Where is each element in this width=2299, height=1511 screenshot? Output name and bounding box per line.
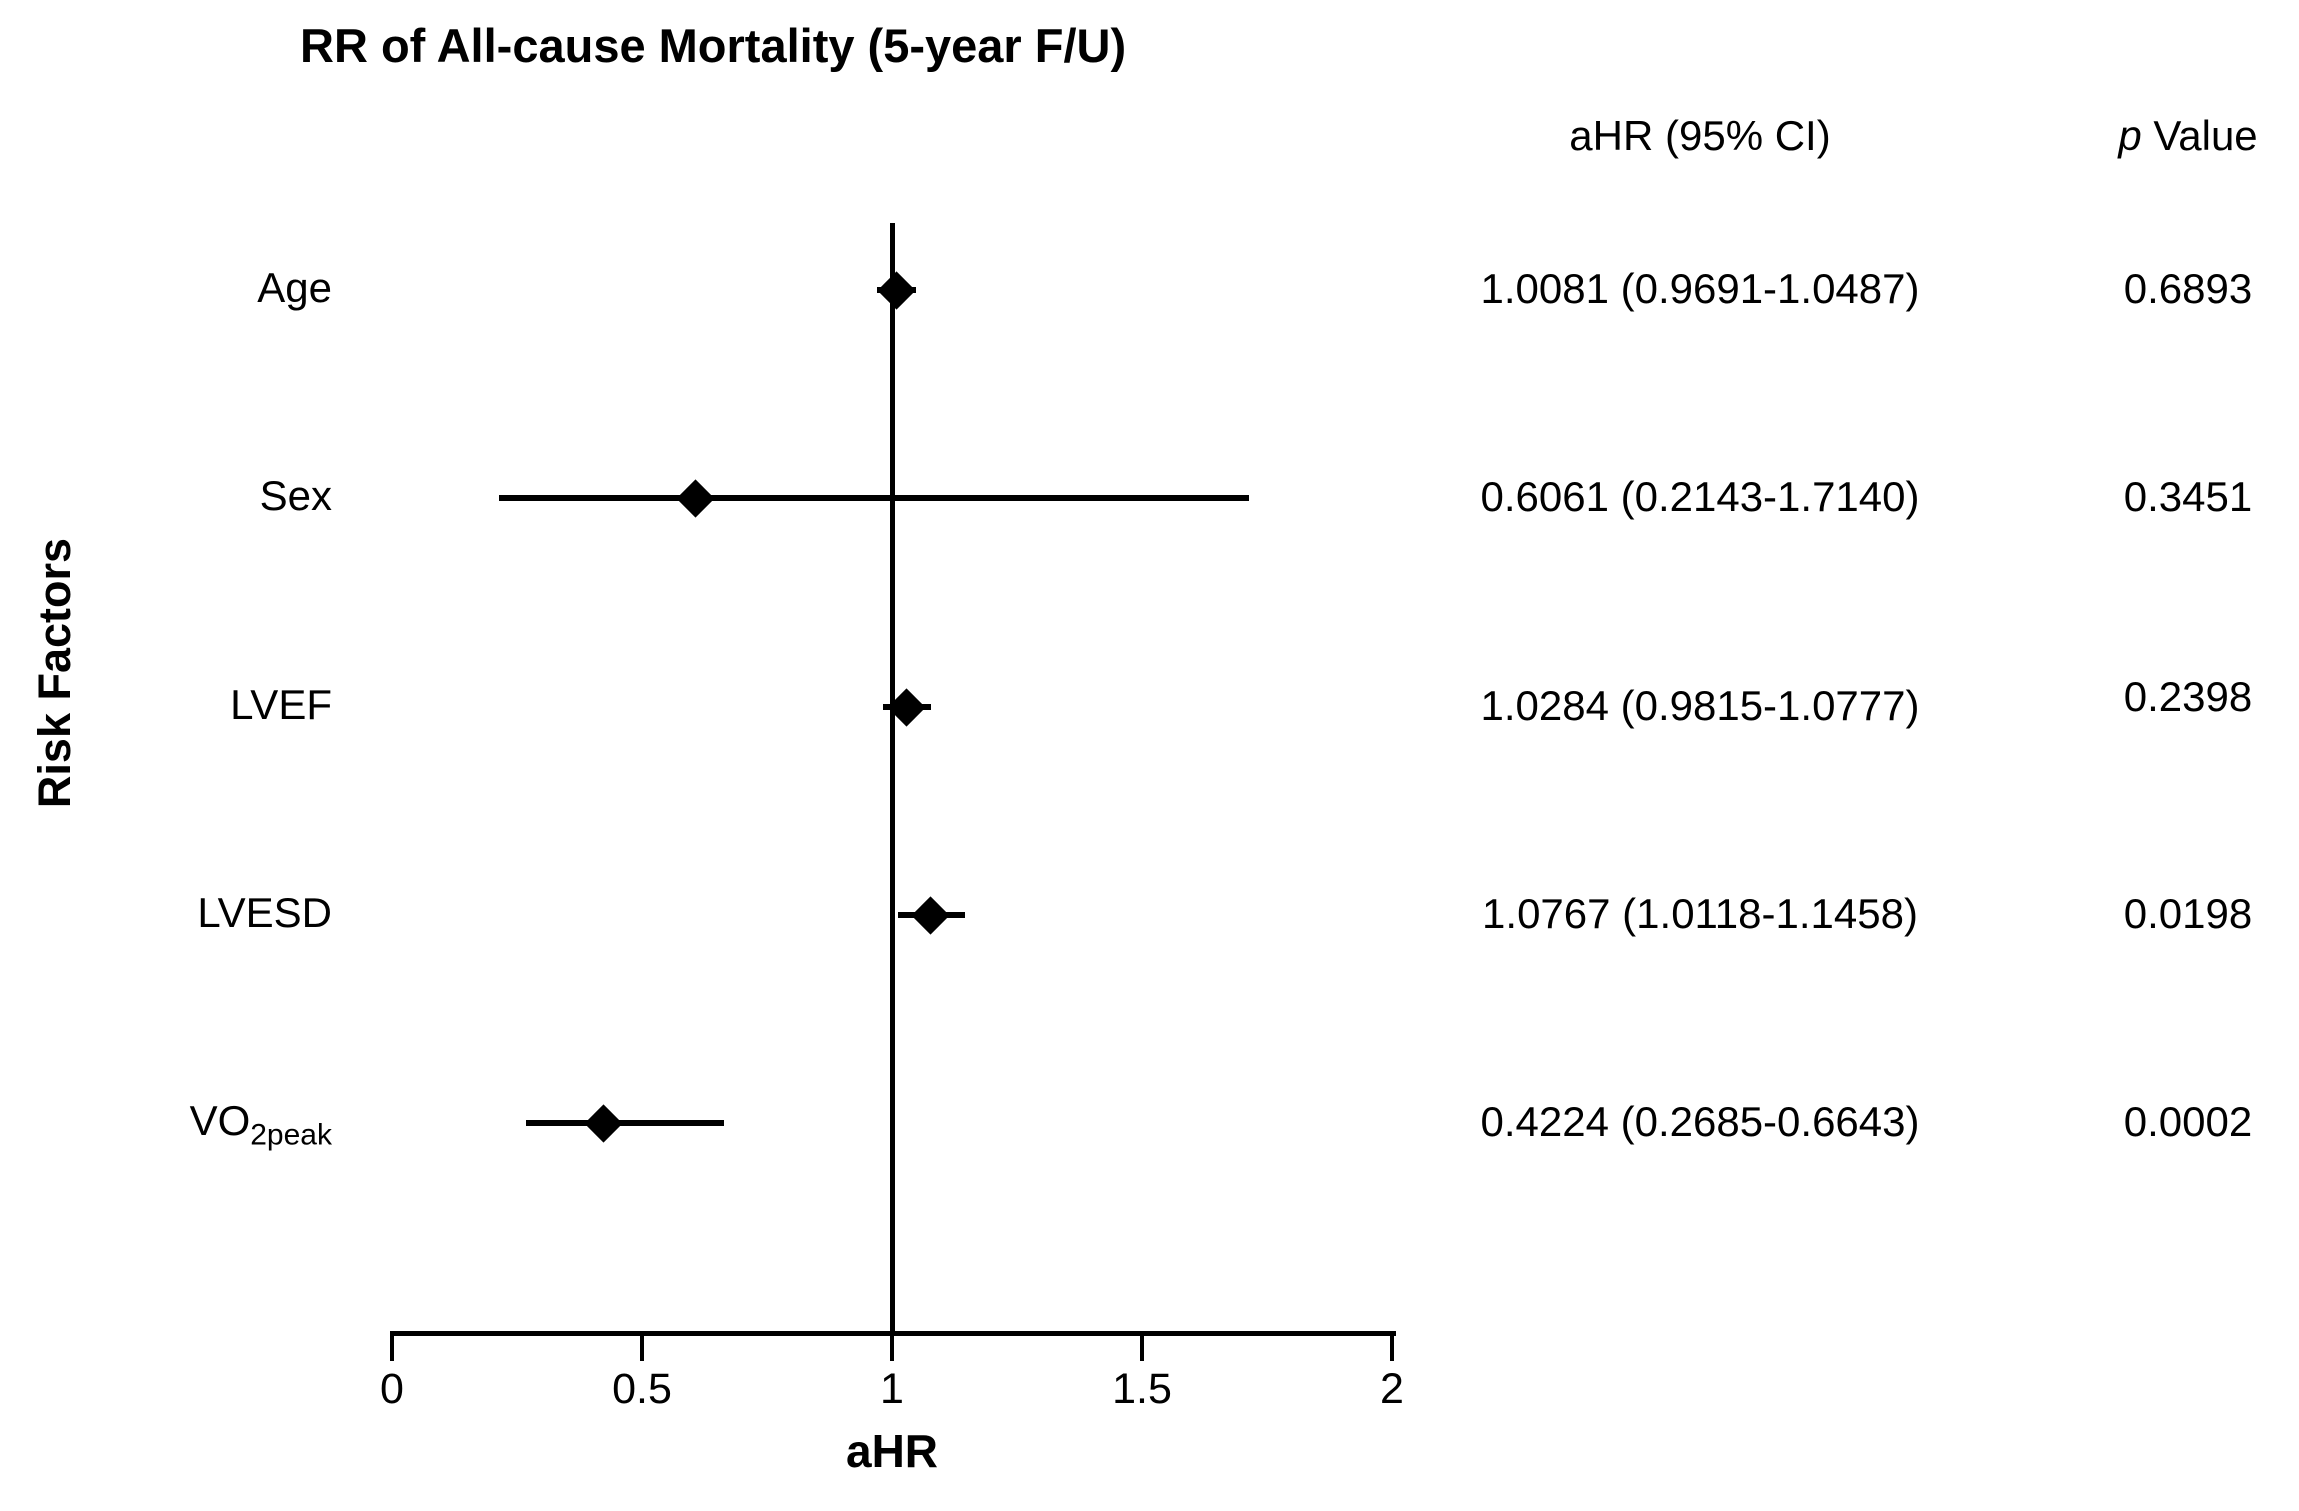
x-tick-label-0-5: 0.5 xyxy=(612,1365,672,1413)
x-tick-1 xyxy=(890,1331,894,1361)
x-tick-label-0: 0 xyxy=(380,1365,404,1413)
point-estimate-diamond xyxy=(675,478,715,518)
x-tick-2 xyxy=(1390,1331,1394,1361)
row-ahr-ci-value: 1.0284 (0.9815-1.0777) xyxy=(1480,682,1920,729)
row-ahr-ci-value: 1.0081 (0.9691-1.0487) xyxy=(1480,265,1920,312)
x-tick-label-1-5: 1.5 xyxy=(1112,1365,1172,1413)
risk-factor-label-lvesd: LVESD xyxy=(197,889,332,936)
x-tick-label-1: 1 xyxy=(880,1365,904,1413)
reference-line-at-1 xyxy=(890,223,895,1333)
x-tick-0-5 xyxy=(640,1331,644,1361)
row-ahr-ci-value: 1.0767 (1.0118-1.1458) xyxy=(1482,890,1918,937)
row-p-value: 0.0002 xyxy=(2123,1098,2253,1145)
ci-line xyxy=(499,495,1249,501)
p-value-column-header: p Value xyxy=(2068,112,2299,160)
p-italic: p xyxy=(2118,112,2142,159)
ahr-ci-column-header: aHR (95% CI) xyxy=(1569,112,1831,159)
x-tick-label-2: 2 xyxy=(1380,1365,1404,1413)
risk-factor-label-sex: Sex xyxy=(259,472,332,519)
p-header-rest: Value xyxy=(2141,112,2258,159)
x-axis-title: aHR xyxy=(845,1425,939,1477)
row-p-value: 0.2398 xyxy=(2123,673,2253,720)
ci-line xyxy=(526,1120,725,1126)
x-tick-1-5 xyxy=(1140,1331,1144,1361)
x-tick-0 xyxy=(390,1331,394,1361)
row-ahr-ci-value: 0.6061 (0.2143-1.7140) xyxy=(1480,473,1920,520)
row-p-value: 0.3451 xyxy=(2123,473,2253,520)
risk-factor-label-age: Age xyxy=(257,264,332,311)
risk-factor-label-vo2peak: VO2peak xyxy=(189,1097,332,1152)
point-estimate-diamond xyxy=(876,270,916,310)
risk-factor-label-lvef: LVEF xyxy=(230,681,332,728)
row-p-value: 0.0198 xyxy=(2123,890,2253,937)
point-estimate-diamond xyxy=(584,1103,623,1143)
y-axis-title: Risk Factors xyxy=(29,537,80,809)
vo2peak-subscript: 2peak xyxy=(250,1118,332,1152)
row-p-value: 0.6893 xyxy=(2123,265,2253,312)
point-estimate-diamond xyxy=(911,895,950,935)
chart-title: RR of All-cause Mortality (5-year F/U) xyxy=(300,19,1127,72)
row-ahr-ci-value: 0.4224 (0.2685-0.6643) xyxy=(1480,1098,1920,1145)
